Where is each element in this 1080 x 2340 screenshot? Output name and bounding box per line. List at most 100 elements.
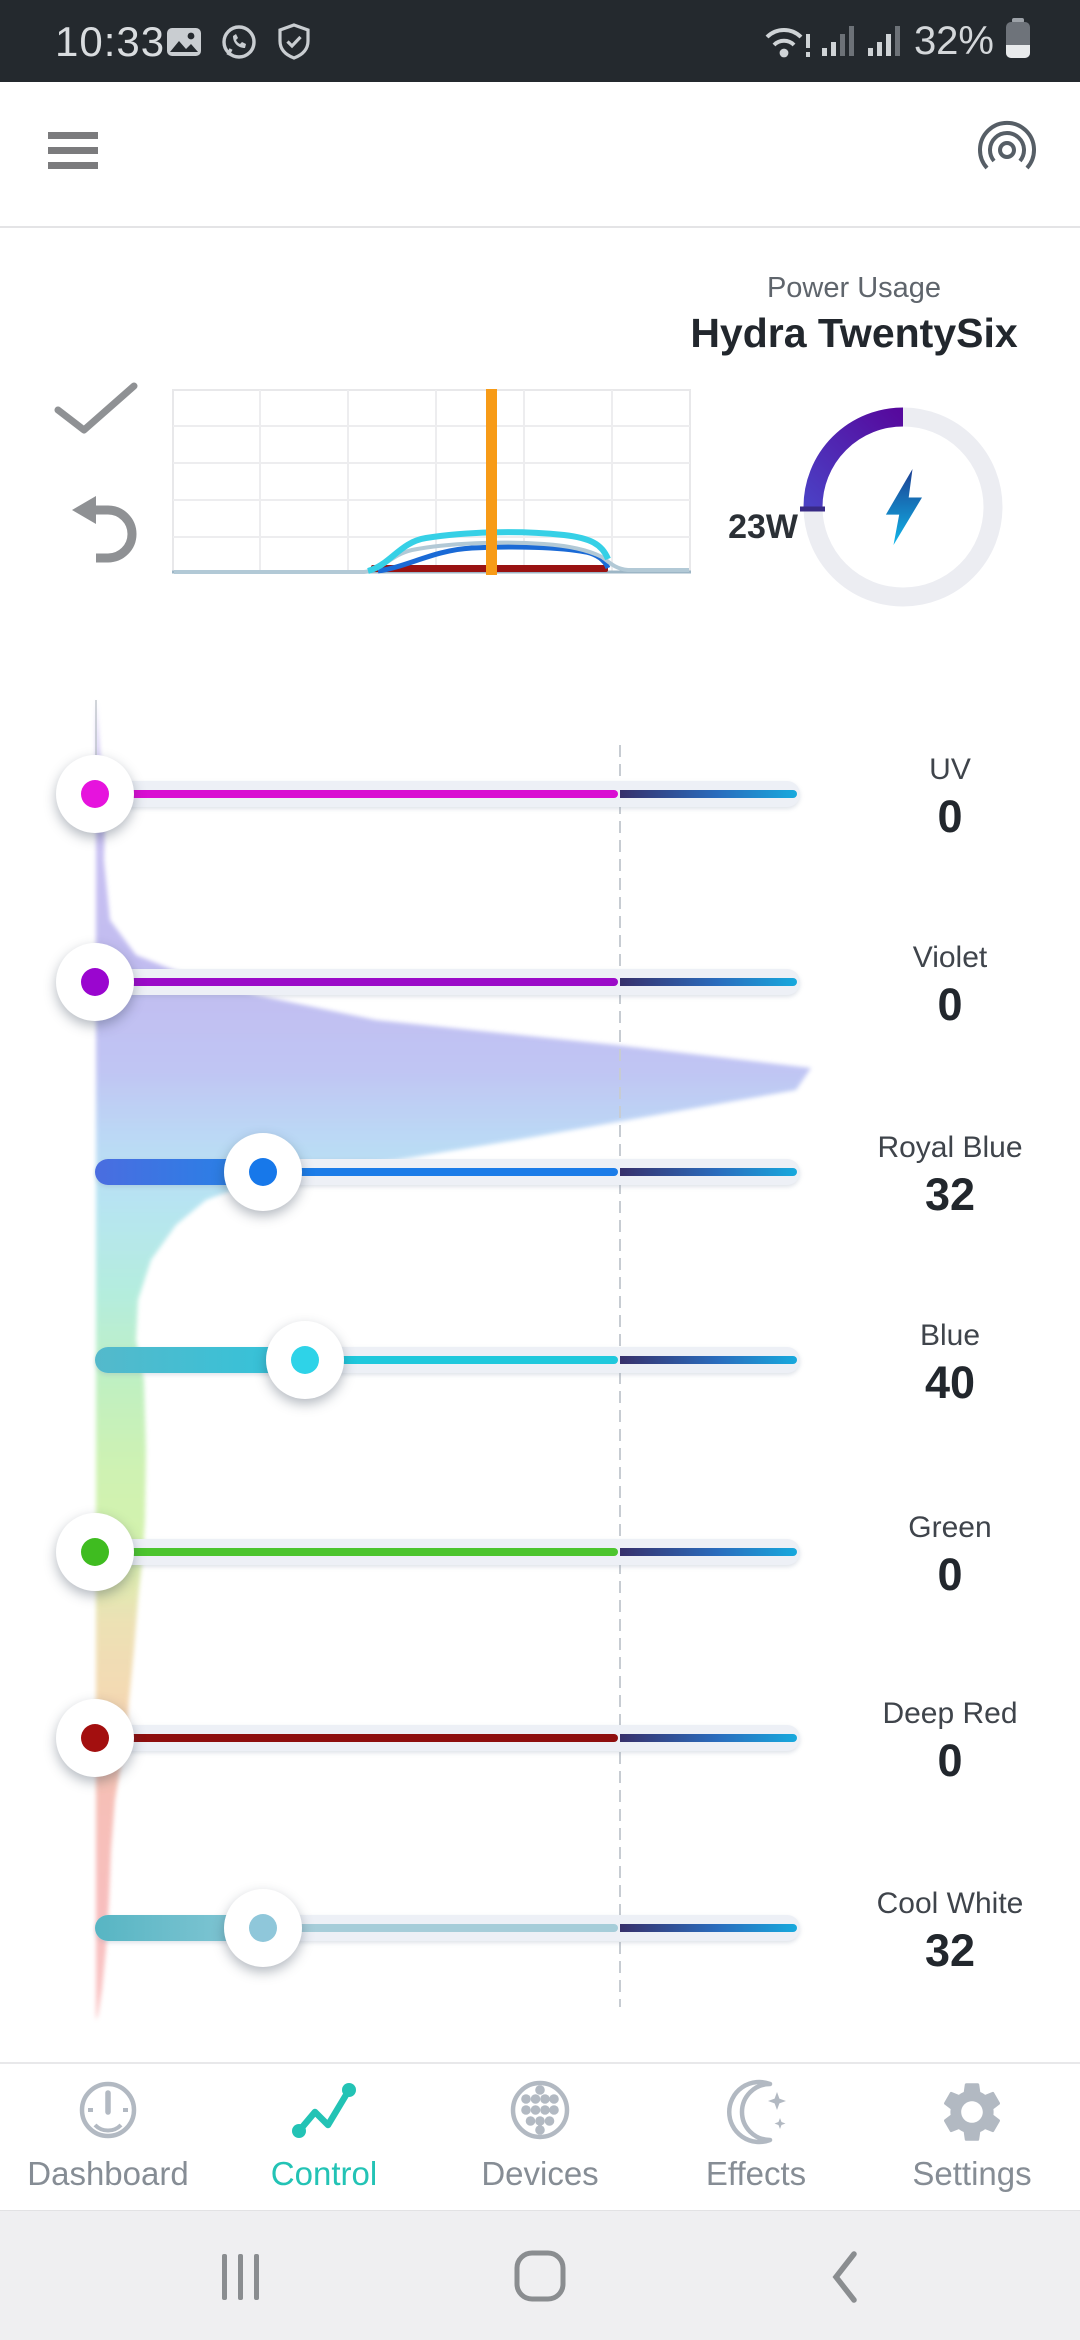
tab-settings[interactable]: Settings — [864, 2064, 1080, 2210]
knob-dot — [81, 1538, 109, 1566]
undo-button[interactable] — [56, 486, 148, 566]
channel-line — [100, 1734, 618, 1742]
channel-value: 0 — [937, 791, 963, 842]
slider-knob[interactable] — [56, 943, 134, 1021]
channel-line — [100, 790, 618, 798]
channel-name: Cool White — [876, 1887, 1024, 1920]
channel-row-green: Green 0 — [0, 1511, 1080, 1600]
gauge-icon — [72, 2081, 144, 2152]
slider-knob[interactable] — [266, 1321, 344, 1399]
recents-icon — [180, 2254, 300, 2340]
channel-row-violet: Violet 0 — [0, 941, 1080, 1030]
channel-name: Royal Blue — [877, 1131, 1023, 1164]
channel-value: 0 — [937, 1735, 963, 1786]
home-icon — [480, 2250, 600, 2340]
live-broadcast-button[interactable] — [973, 118, 1041, 186]
tab-effects[interactable]: Effects — [648, 2064, 864, 2210]
security-shield-icon — [275, 22, 313, 67]
tab-label: Effects — [705, 2155, 807, 2192]
menu-button[interactable] — [48, 132, 104, 176]
schedule-chart — [172, 389, 691, 580]
home-button[interactable] — [480, 2213, 600, 2339]
overdrive-line — [620, 1548, 797, 1556]
channel-name: Violet — [912, 941, 988, 974]
signal-sim1-icon — [821, 16, 858, 67]
knob-dot — [249, 1914, 277, 1942]
battery-percent: 32% — [913, 18, 994, 63]
device-name: Hydra TwentySix — [690, 310, 1018, 356]
tab-label: Dashboard — [27, 2155, 189, 2192]
wattage-label: 23W — [728, 508, 798, 546]
bottom-nav: Dashboard Control — [0, 2062, 1080, 2210]
wifi-alert-icon — [760, 16, 812, 67]
spectral-power-curve — [96, 700, 811, 2020]
power-gauge — [798, 402, 1008, 617]
channel-row-royal-blue: Royal Blue 32 — [0, 1131, 1080, 1220]
bolt-icon — [885, 469, 922, 545]
undo-icon — [56, 496, 148, 570]
gallery-icon — [165, 23, 203, 66]
channel-line — [100, 1548, 618, 1556]
slider-knob[interactable] — [224, 1889, 302, 1967]
knob-dot — [81, 1724, 109, 1752]
confirm-button[interactable] — [46, 374, 146, 440]
tab-dashboard[interactable]: Dashboard — [0, 2064, 216, 2210]
overdrive-line — [620, 978, 797, 986]
gear-icon — [936, 2083, 1008, 2152]
tab-control[interactable]: Control — [216, 2064, 432, 2210]
current-time-marker — [486, 389, 497, 575]
overdrive-line — [620, 1168, 797, 1176]
knob-dot — [291, 1346, 319, 1374]
channel-value: 32 — [924, 1169, 976, 1220]
chart-line-icon — [288, 2083, 360, 2152]
channel-value: 0 — [937, 1549, 963, 1600]
channel-name: Green — [908, 1511, 992, 1544]
status-bar: 10:33 32% — [0, 0, 1080, 82]
app-header — [0, 82, 1080, 228]
slider-knob[interactable] — [56, 755, 134, 833]
signal-sim2-icon — [867, 16, 904, 67]
puck-dots-icon — [504, 2080, 576, 2152]
channel-row-deep-red: Deep Red 0 — [0, 1697, 1080, 1786]
full-intensity-marker — [619, 745, 621, 2007]
android-nav-bar — [0, 2210, 1080, 2340]
tab-label: Control — [270, 2155, 378, 2192]
knob-dot — [81, 780, 109, 808]
battery-icon — [1004, 17, 1032, 65]
back-button[interactable] — [780, 2213, 900, 2339]
live-broadcast-icon — [973, 120, 1041, 190]
recents-button[interactable] — [180, 2213, 300, 2339]
whatsapp-icon — [219, 22, 259, 67]
gauge-progress-arc — [803, 407, 904, 508]
overdrive-line — [620, 1924, 797, 1932]
knob-dot — [249, 1158, 277, 1186]
channel-line — [100, 1168, 618, 1176]
channel-row-uv: UV 0 — [0, 753, 1080, 842]
spectrum-background — [0, 690, 900, 2035]
power-usage-label: Power Usage — [766, 272, 942, 304]
slider-knob[interactable] — [224, 1133, 302, 1211]
spectrum-axis-tick — [95, 700, 97, 762]
channel-value: 0 — [937, 979, 963, 1030]
channel-value: 40 — [924, 1357, 976, 1408]
channel-line — [100, 978, 618, 986]
overdrive-line — [620, 1356, 797, 1364]
channel-row-cool-white: Cool White 32 — [0, 1887, 1080, 1976]
channel-line — [100, 1924, 618, 1932]
slider-knob[interactable] — [56, 1699, 134, 1777]
channel-name: UV — [929, 753, 971, 786]
back-icon — [780, 2251, 900, 2340]
tab-label: Devices — [481, 2155, 599, 2192]
overdrive-line — [620, 1734, 797, 1742]
tab-devices[interactable]: Devices — [432, 2064, 648, 2210]
knob-dot — [81, 968, 109, 996]
check-icon — [46, 382, 146, 444]
moon-sparkle-icon — [720, 2079, 792, 2152]
slider-knob[interactable] — [56, 1513, 134, 1591]
channel-name: Blue — [919, 1319, 981, 1352]
tab-label: Settings — [912, 2155, 1032, 2192]
cyan-curve — [367, 529, 611, 574]
overdrive-line — [620, 790, 797, 798]
channel-row-blue: Blue 40 — [0, 1319, 1080, 1408]
